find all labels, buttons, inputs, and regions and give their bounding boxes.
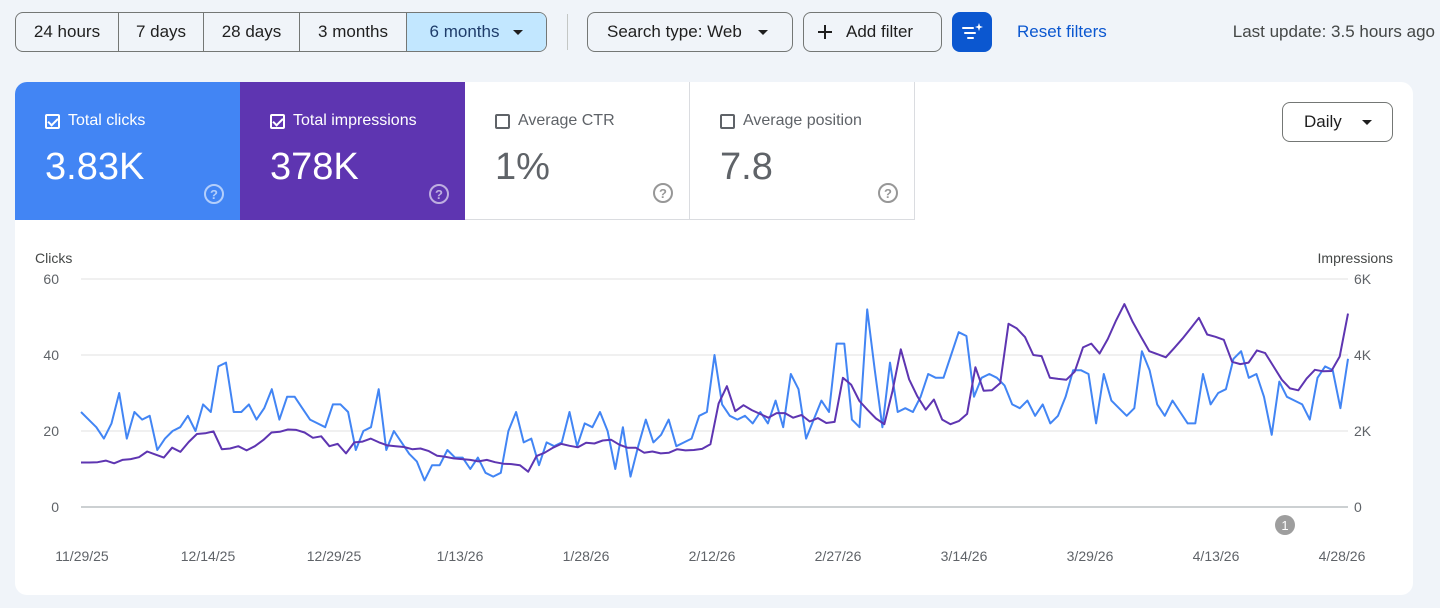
- y-right-tick-label: 4K: [1354, 347, 1372, 363]
- y-left-tick-label: 60: [43, 271, 59, 287]
- last-update-text: Last update: 3.5 hours ago: [1232, 22, 1435, 41]
- x-tick-label: 12/29/25: [307, 548, 362, 564]
- x-tick-label: 3/14/26: [941, 548, 988, 564]
- chart-grid: [81, 278, 1348, 508]
- x-tick-label: 4/28/26: [1319, 548, 1366, 564]
- add-filter-label: Add filter: [846, 22, 914, 41]
- performance-chart[interactable]: 0 20 40 60 0 2K 4K 6K Clicks Impressions 11/29/25 1…: [15, 82, 1413, 595]
- date-range-selector: 24 hours 7 days 28 days 3 months 6 month…: [15, 12, 547, 52]
- chart-series: [80, 303, 1349, 482]
- filter-sparkle-button[interactable]: [952, 12, 992, 52]
- metric-value: 1%: [495, 146, 550, 188]
- y-right-axis-title: Impressions: [1318, 250, 1393, 266]
- annotation-badge-label: 1: [1281, 518, 1288, 533]
- annotation-badge[interactable]: 1: [1275, 515, 1295, 535]
- x-tick-label: 11/29/25: [55, 548, 109, 564]
- plus-icon: [818, 25, 832, 39]
- caret-down-icon: [1361, 119, 1372, 125]
- x-tick-label: 2/12/26: [689, 548, 736, 564]
- y-left-tick-label: 40: [43, 347, 59, 363]
- y-right-tick-label: 2K: [1354, 423, 1372, 439]
- add-filter-button[interactable]: Add filter: [803, 12, 942, 52]
- help-circle-icon[interactable]: ?: [204, 184, 224, 204]
- checkbox-checked-icon[interactable]: [270, 113, 285, 129]
- chart-axes: 0 20 40 60 0 2K 4K 6K Clicks Impressions 11/29/25 1…: [35, 250, 1393, 564]
- checkbox-unchecked-icon[interactable]: [720, 113, 735, 129]
- y-left-axis-title: Clicks: [35, 250, 72, 266]
- caret-down-icon: [513, 29, 524, 35]
- x-tick-label: 1/13/26: [437, 548, 484, 564]
- range-6-months-button[interactable]: 6 months: [407, 13, 546, 51]
- y-right-tick-label: 6K: [1354, 271, 1372, 287]
- x-tick-label: 1/28/26: [563, 548, 610, 564]
- range-3-months-label: 3 months: [318, 22, 388, 41]
- granularity-dropdown[interactable]: Daily: [1282, 102, 1393, 142]
- x-tick-label: 12/14/25: [181, 548, 236, 564]
- metric-label: Total clicks: [68, 112, 146, 129]
- series-line-impressions: [81, 303, 1349, 473]
- metric-value: 378K: [270, 146, 359, 188]
- checkbox-unchecked-icon[interactable]: [495, 113, 510, 129]
- range-28-days-label: 28 days: [221, 22, 282, 41]
- help-circle-icon[interactable]: ?: [429, 184, 449, 204]
- y-left-tick-label: 20: [43, 423, 59, 439]
- metric-label: Total impressions: [293, 112, 417, 129]
- metric-average-ctr[interactable]: Average CTR 1% ?: [465, 82, 690, 220]
- metric-value: 3.83K: [45, 146, 145, 188]
- search-type-label: Search type: Web: [607, 22, 742, 41]
- caret-down-icon: [757, 29, 768, 35]
- range-7-days-button[interactable]: 7 days: [119, 13, 204, 51]
- help-circle-icon[interactable]: ?: [878, 183, 898, 203]
- filter-sparkle-icon: [962, 23, 983, 39]
- reset-filters-link[interactable]: Reset filters: [1017, 22, 1107, 41]
- performance-card: Total clicks 3.83K ? Total impressions 3…: [15, 82, 1413, 595]
- annotation-badge-circle: [1275, 515, 1295, 535]
- x-tick-label: 3/29/26: [1067, 548, 1114, 564]
- metric-label: Average CTR: [518, 112, 615, 129]
- metric-label: Average position: [743, 112, 862, 129]
- checkbox-checked-icon[interactable]: [45, 113, 60, 129]
- granularity-label: Daily: [1304, 112, 1342, 131]
- range-6-months-label: 6 months: [429, 22, 500, 41]
- range-7-days-label: 7 days: [135, 22, 187, 41]
- x-tick-label: 4/13/26: [1193, 548, 1240, 564]
- help-circle-icon[interactable]: ?: [653, 183, 673, 203]
- x-tick-label: 2/27/26: [815, 548, 862, 564]
- series-line-clicks: [80, 308, 1349, 482]
- toolbar-divider: [567, 14, 568, 50]
- range-24-hours-button[interactable]: 24 hours: [16, 13, 119, 51]
- y-right-tick-label: 0: [1354, 499, 1362, 515]
- metric-average-position[interactable]: Average position 7.8 ?: [690, 82, 915, 220]
- metric-total-impressions[interactable]: Total impressions 378K ?: [240, 82, 465, 220]
- metric-value: 7.8: [720, 146, 773, 188]
- search-type-dropdown[interactable]: Search type: Web: [587, 12, 793, 52]
- range-3-months-button[interactable]: 3 months: [300, 13, 407, 51]
- range-28-days-button[interactable]: 28 days: [204, 13, 300, 51]
- y-left-tick-label: 0: [51, 499, 59, 515]
- filter-toolbar: 24 hours 7 days 28 days 3 months 6 month…: [15, 12, 1435, 52]
- range-24-hours-label: 24 hours: [33, 22, 101, 41]
- metric-total-clicks[interactable]: Total clicks 3.83K ?: [15, 82, 240, 220]
